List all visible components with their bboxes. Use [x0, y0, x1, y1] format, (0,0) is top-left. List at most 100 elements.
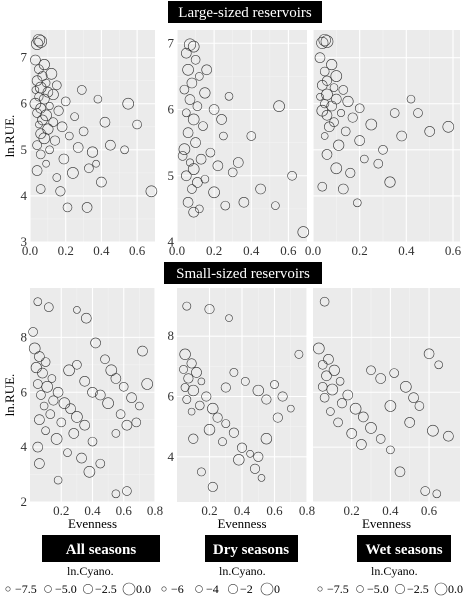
data-point	[79, 419, 90, 431]
size-legend-all: −7.5 −5.0 −2.5 0.0	[5, 582, 151, 596]
data-point	[182, 64, 194, 76]
data-point	[48, 117, 58, 127]
size-legend-dry: −6 −4 −2 0	[161, 582, 280, 596]
legend-key	[260, 582, 274, 596]
data-point	[252, 384, 264, 397]
data-point	[31, 75, 43, 86]
data-point	[353, 198, 362, 208]
data-point	[36, 390, 46, 400]
data-point	[408, 392, 419, 403]
data-point	[58, 153, 70, 165]
data-point	[65, 131, 74, 141]
data-point	[182, 197, 194, 208]
data-point	[321, 370, 332, 382]
data-point	[218, 437, 227, 447]
data-point	[188, 206, 199, 218]
data-point	[373, 158, 384, 169]
data-point	[186, 358, 197, 369]
data-point	[72, 360, 82, 370]
data-point	[32, 140, 42, 150]
legend-key	[195, 585, 203, 593]
data-point	[317, 80, 328, 91]
data-point	[39, 401, 49, 411]
x-tick-label: 0.8	[147, 503, 163, 518]
x-tick-label: 0.0	[22, 243, 38, 258]
data-point	[87, 436, 98, 447]
x-tick-label: 0.4	[398, 243, 415, 258]
data-point	[389, 368, 399, 378]
data-point	[207, 402, 219, 415]
data-point	[38, 132, 51, 145]
data-point	[190, 137, 201, 148]
data-point	[203, 424, 216, 436]
data-point	[34, 92, 44, 102]
data-point	[207, 481, 218, 492]
data-point	[326, 383, 339, 396]
data-point	[342, 95, 354, 107]
data-point	[44, 302, 54, 312]
data-point	[287, 171, 297, 181]
data-point	[423, 348, 435, 360]
legend-key	[317, 586, 323, 592]
data-point	[56, 417, 67, 428]
data-point	[182, 395, 192, 404]
data-point	[121, 419, 133, 431]
data-point	[77, 85, 87, 95]
data-point	[297, 226, 310, 238]
y-tick-label: 2	[21, 494, 28, 509]
x-tick-label: 0.0	[169, 243, 185, 258]
data-point	[349, 402, 362, 415]
data-point	[326, 407, 335, 416]
data-point	[233, 454, 245, 466]
data-point	[30, 54, 41, 66]
data-point	[324, 121, 335, 133]
data-point	[330, 70, 343, 82]
data-point	[53, 475, 63, 485]
data-point	[48, 395, 59, 406]
data-point	[131, 417, 142, 428]
data-point	[93, 94, 103, 104]
legend-label: −7.5	[15, 582, 37, 596]
data-point	[320, 99, 330, 109]
data-point	[70, 112, 79, 121]
data-point	[335, 377, 345, 386]
data-point	[208, 186, 220, 199]
data-point	[212, 160, 224, 172]
season-wet-text: Wet seasons	[365, 542, 442, 558]
data-point	[220, 382, 231, 393]
data-point	[39, 93, 50, 105]
data-point	[92, 159, 100, 168]
data-point	[52, 80, 62, 91]
data-point	[313, 342, 325, 355]
data-point	[78, 126, 89, 137]
data-point	[238, 197, 250, 208]
data-point	[270, 380, 279, 389]
data-point	[246, 131, 257, 141]
data-point	[424, 126, 435, 137]
data-point	[204, 304, 215, 315]
data-point	[45, 101, 54, 111]
legend-key	[161, 586, 167, 592]
legend-key	[82, 583, 94, 595]
x-tick-label: 0.2	[352, 243, 368, 258]
data-point	[333, 139, 345, 151]
data-point	[406, 94, 416, 104]
data-point	[181, 47, 192, 59]
x-tick-label: 0.6	[266, 503, 283, 518]
data-point	[95, 458, 106, 469]
data-point	[236, 442, 248, 453]
plot-large-all-seasons: 0.0 0.2 0.4 0.6 3 4 5 6 7 ln.RUE.	[2, 30, 158, 258]
data-point	[336, 108, 346, 118]
data-point	[186, 77, 198, 89]
data-point	[187, 184, 197, 194]
data-point	[257, 474, 266, 482]
legend-key	[5, 586, 11, 592]
legend-label: −2.5	[95, 582, 117, 596]
data-point	[287, 404, 295, 413]
data-point	[120, 145, 129, 155]
data-point	[394, 466, 406, 478]
data-point	[30, 362, 42, 374]
x-tick-label: 0.6	[445, 243, 462, 258]
data-point	[52, 173, 62, 182]
data-point	[41, 426, 50, 435]
